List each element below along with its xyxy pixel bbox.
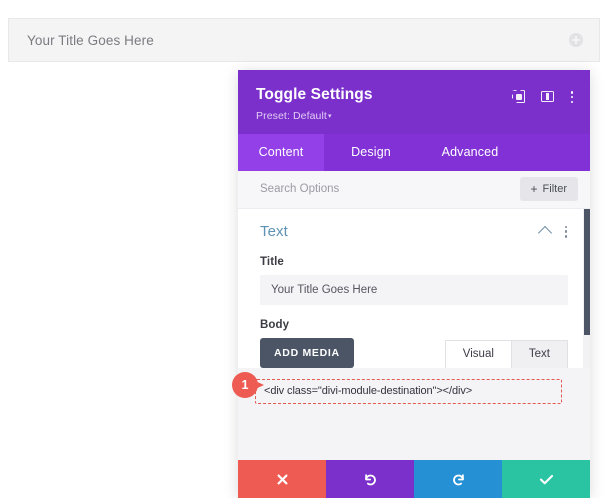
panel-header: Toggle Settings Preset: Default▾ (238, 70, 590, 134)
panel-body: Text Title Body ADD MEDIA Vis (238, 208, 590, 460)
toggle-settings-panel: Toggle Settings Preset: Default▾ Content… (238, 70, 590, 498)
more-options-icon[interactable] (570, 90, 574, 104)
dot (570, 91, 574, 94)
title-input[interactable] (260, 274, 568, 305)
header-icon-group (512, 86, 574, 104)
chevron-up-icon[interactable] (537, 225, 553, 240)
add-media-button[interactable]: ADD MEDIA (260, 337, 354, 368)
search-row: + Filter (238, 170, 590, 209)
undo-icon (364, 473, 376, 485)
save-button[interactable] (502, 460, 590, 498)
dot (570, 100, 574, 104)
body-field-label: Body (260, 318, 290, 331)
tab-design[interactable]: Design (351, 144, 391, 159)
body-field-group: Body ADD MEDIA Visual Text (260, 319, 568, 368)
plus-icon: + (530, 182, 538, 197)
title-field-label: Title (260, 255, 284, 268)
page-title: Toggle Settings (256, 86, 373, 103)
title-field-group: Title (260, 256, 568, 305)
check-icon (539, 474, 553, 484)
tab-text[interactable]: Text (510, 339, 568, 368)
scrollbar-track[interactable] (583, 208, 590, 460)
callout-number: 1 (232, 372, 258, 398)
toggle-preview-bar[interactable]: Your Title Goes Here (8, 18, 600, 62)
tab-visual[interactable]: Visual (444, 339, 512, 368)
preset-selector[interactable]: Preset: Default▾ (256, 110, 512, 122)
filter-button[interactable]: + Filter (519, 177, 578, 202)
panel-header-text: Toggle Settings Preset: Default▾ (256, 86, 512, 122)
editor-toolbar: ADD MEDIA Visual Text (260, 337, 568, 368)
plus-circle-icon[interactable] (569, 33, 583, 47)
toggle-preview-title: Your Title Goes Here (27, 32, 154, 48)
code-editor-area[interactable]: <div class="divi-module-destination"></d… (238, 367, 590, 460)
editor-mode-tabs: Visual Text (444, 339, 568, 368)
section-header: Text (260, 223, 568, 242)
callout-marker-1: 1 (232, 372, 268, 398)
section-title: Text (260, 222, 288, 240)
panel-tabs: Content Design Advanced (238, 133, 590, 171)
dot (564, 230, 568, 233)
dot (570, 95, 574, 99)
redo-icon (452, 473, 464, 485)
code-editor-text[interactable]: <div class="divi-module-destination"></d… (264, 384, 473, 397)
more-options-icon[interactable] (564, 225, 568, 238)
panel-layout-icon[interactable] (541, 90, 554, 103)
tab-advanced[interactable]: Advanced (441, 144, 499, 159)
redo-button[interactable] (414, 460, 502, 498)
scrollbar-thumb[interactable] (583, 208, 590, 335)
undo-button[interactable] (326, 460, 414, 498)
dot (564, 225, 568, 229)
tab-content[interactable]: Content (238, 133, 324, 171)
cancel-button[interactable] (238, 460, 326, 498)
focus-mode-icon[interactable] (512, 90, 525, 103)
dot (564, 235, 568, 238)
panel-footer-actions (238, 460, 590, 498)
chevron-down-icon: ▾ (327, 112, 332, 120)
filter-button-label: Filter (542, 183, 567, 196)
text-section: Text Title Body ADD MEDIA Vis (238, 209, 590, 368)
close-icon (277, 474, 287, 484)
code-highlight-box: <div class="divi-module-destination"></d… (255, 378, 562, 404)
preset-label: Preset: Default (256, 109, 327, 122)
search-input[interactable] (260, 183, 520, 196)
